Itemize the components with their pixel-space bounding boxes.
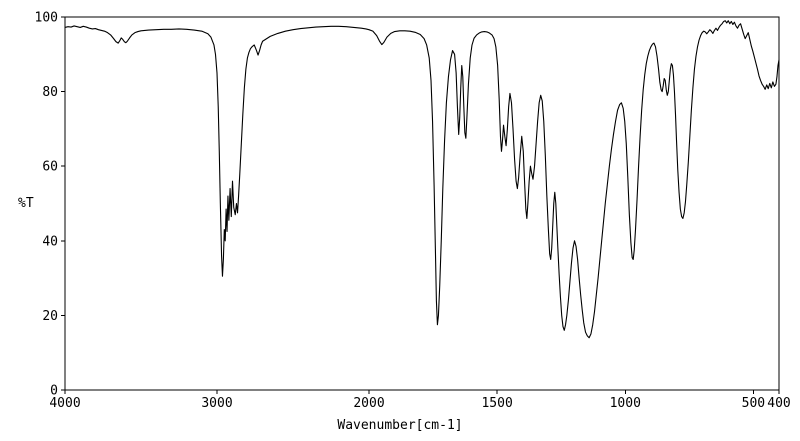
svg-text:20: 20 [42, 309, 58, 324]
svg-text:60: 60 [42, 160, 58, 175]
svg-text:1500: 1500 [481, 396, 512, 411]
svg-text:80: 80 [42, 85, 58, 100]
svg-text:40: 40 [42, 234, 58, 249]
svg-text:2000: 2000 [353, 396, 384, 411]
svg-text:500: 500 [742, 396, 765, 411]
spectrum-trace [64, 20, 780, 339]
svg-text:400: 400 [767, 396, 790, 411]
y-axis-label: %T [18, 196, 34, 211]
svg-text:4000: 4000 [49, 396, 80, 411]
svg-text:0: 0 [50, 384, 58, 399]
svg-text:3000: 3000 [201, 396, 232, 411]
svg-text:1000: 1000 [610, 396, 641, 411]
x-axis-label: Wavenumber[cm-1] [337, 418, 463, 433]
svg-text:100: 100 [35, 11, 58, 26]
